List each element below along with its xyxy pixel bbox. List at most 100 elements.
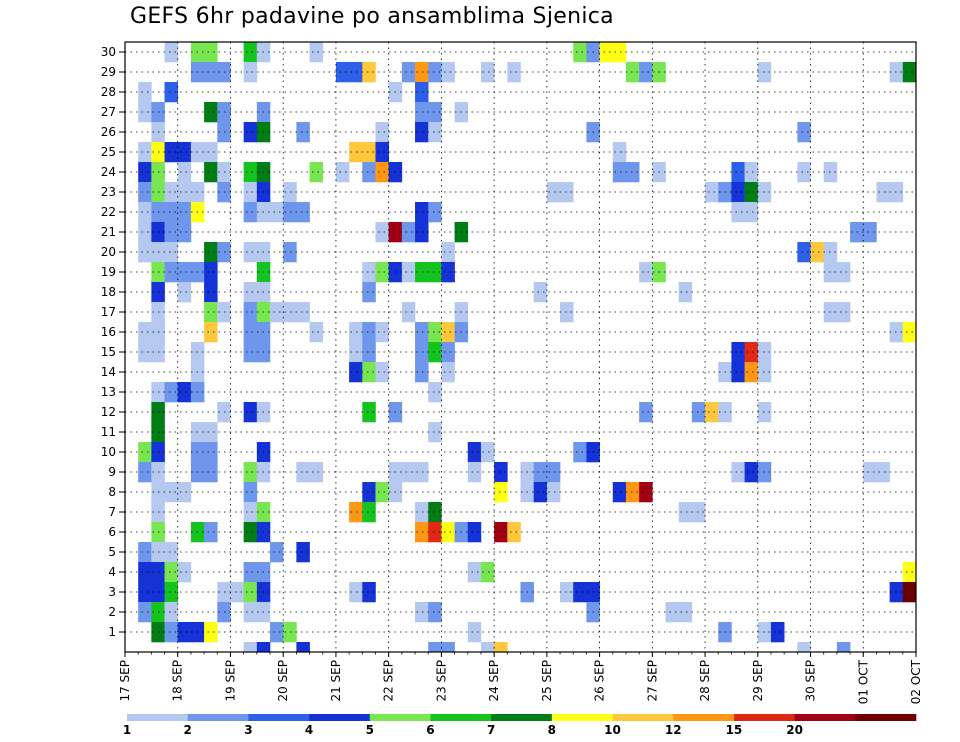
heatmap-cell xyxy=(164,242,179,263)
heatmap-cell xyxy=(164,622,179,643)
heatmap-cell xyxy=(204,322,218,343)
heatmap-cell xyxy=(480,642,495,652)
y-tick-label: 13 xyxy=(101,385,116,399)
heatmap-cell xyxy=(744,342,759,363)
heatmap-cell xyxy=(639,262,653,283)
y-tick-label: 4 xyxy=(108,565,116,579)
heatmap-cell xyxy=(467,622,482,643)
heatmap-cell xyxy=(256,642,271,652)
heatmap-cell xyxy=(243,562,258,583)
heatmap-cell xyxy=(731,182,745,203)
heatmap-cell xyxy=(480,62,495,83)
y-tick-label: 20 xyxy=(101,245,116,259)
heatmap-cell xyxy=(441,62,455,83)
heatmap-cell xyxy=(770,622,785,643)
heatmap-cell xyxy=(757,362,772,383)
y-tick-label: 30 xyxy=(101,45,116,59)
heatmap-cell xyxy=(428,122,442,143)
heatmap-cell xyxy=(797,162,811,183)
heatmap-cell xyxy=(243,42,258,63)
heatmap-cell xyxy=(138,242,152,263)
heatmap-cell xyxy=(243,462,258,483)
heatmap-cell xyxy=(204,302,218,323)
heatmap-cell xyxy=(243,162,258,183)
heatmap-cell xyxy=(678,502,693,523)
y-tick-label: 25 xyxy=(101,145,116,159)
heatmap-cell xyxy=(243,62,258,83)
heatmap-cell xyxy=(164,82,179,103)
heatmap-cell xyxy=(309,162,324,183)
heatmap-cell xyxy=(243,602,258,623)
heatmap-cell xyxy=(415,62,429,83)
heatmap-cell xyxy=(138,182,152,203)
heatmap-cell xyxy=(415,342,429,363)
heatmap-cell xyxy=(296,302,310,323)
heatmap-cell xyxy=(757,462,772,483)
heatmap-cell xyxy=(691,402,706,423)
heatmap-cell xyxy=(296,122,310,143)
x-tick-label: 22 SEP xyxy=(382,660,396,702)
heatmap-cell xyxy=(177,382,192,403)
heatmap-cell xyxy=(428,422,442,443)
heatmap-cell xyxy=(902,562,917,583)
heatmap-cell xyxy=(639,482,653,503)
heatmap-cell xyxy=(731,202,745,223)
y-tick-label: 10 xyxy=(101,445,116,459)
heatmap-cell xyxy=(164,602,179,623)
colorbar-segment xyxy=(248,714,310,721)
colorbar-label: 20 xyxy=(786,723,803,737)
heatmap-cell xyxy=(243,242,258,263)
heatmap-cell xyxy=(204,42,218,63)
heatmap-cell xyxy=(757,182,772,203)
heatmap-cell xyxy=(375,222,389,243)
heatmap-cell xyxy=(164,142,179,163)
heatmap-cell xyxy=(375,482,389,503)
heatmap-cell xyxy=(428,262,442,283)
heatmap-cell xyxy=(401,462,416,483)
colorbar-label: 12 xyxy=(665,723,682,737)
heatmap-cell xyxy=(177,622,192,643)
heatmap-cell xyxy=(494,642,508,652)
heatmap-cell xyxy=(428,102,442,123)
heatmap-cell xyxy=(810,242,825,263)
heatmap-cell xyxy=(428,382,442,403)
heatmap-cell xyxy=(573,42,587,63)
heatmap-cell xyxy=(270,622,284,643)
heatmap-cell xyxy=(204,142,218,163)
heatmap-cell xyxy=(164,562,179,583)
heatmap-cell xyxy=(744,362,759,383)
heatmap-cell xyxy=(204,522,218,543)
heatmap-cell xyxy=(164,222,179,243)
colorbar-segment xyxy=(551,714,613,721)
heatmap-cell xyxy=(309,462,324,483)
x-tick-label: 24 SEP xyxy=(487,660,501,702)
heatmap-cell xyxy=(731,162,745,183)
heatmap-cell xyxy=(204,262,218,283)
heatmap-cell xyxy=(138,442,152,463)
heatmap-cell xyxy=(902,582,917,603)
heatmap-cell xyxy=(335,62,350,83)
heatmap-cell xyxy=(335,162,350,183)
heatmap-cell xyxy=(546,182,561,203)
heatmap-cell xyxy=(744,182,759,203)
heatmap-cell xyxy=(533,282,548,303)
y-tick-label: 2 xyxy=(108,605,116,619)
x-tick-label: 28 SEP xyxy=(698,660,712,702)
x-tick-label: 23 SEP xyxy=(434,660,448,702)
y-tick-label: 28 xyxy=(101,85,116,99)
heatmap-cell xyxy=(230,582,244,603)
x-tick-label: 27 SEP xyxy=(645,660,659,702)
heatmap-cell xyxy=(560,302,574,323)
y-tick-label: 17 xyxy=(101,305,116,319)
heatmap-cell xyxy=(177,182,192,203)
heatmap-cell xyxy=(467,522,482,543)
heatmap-cell xyxy=(362,582,376,603)
heatmap-cell xyxy=(362,142,376,163)
y-tick-label: 24 xyxy=(101,165,116,179)
y-tick-label: 14 xyxy=(101,365,116,379)
heatmap-cell xyxy=(441,522,455,543)
heatmap-cell xyxy=(375,122,389,143)
heatmap-cell xyxy=(243,122,258,143)
colorbar-segment xyxy=(855,714,917,721)
